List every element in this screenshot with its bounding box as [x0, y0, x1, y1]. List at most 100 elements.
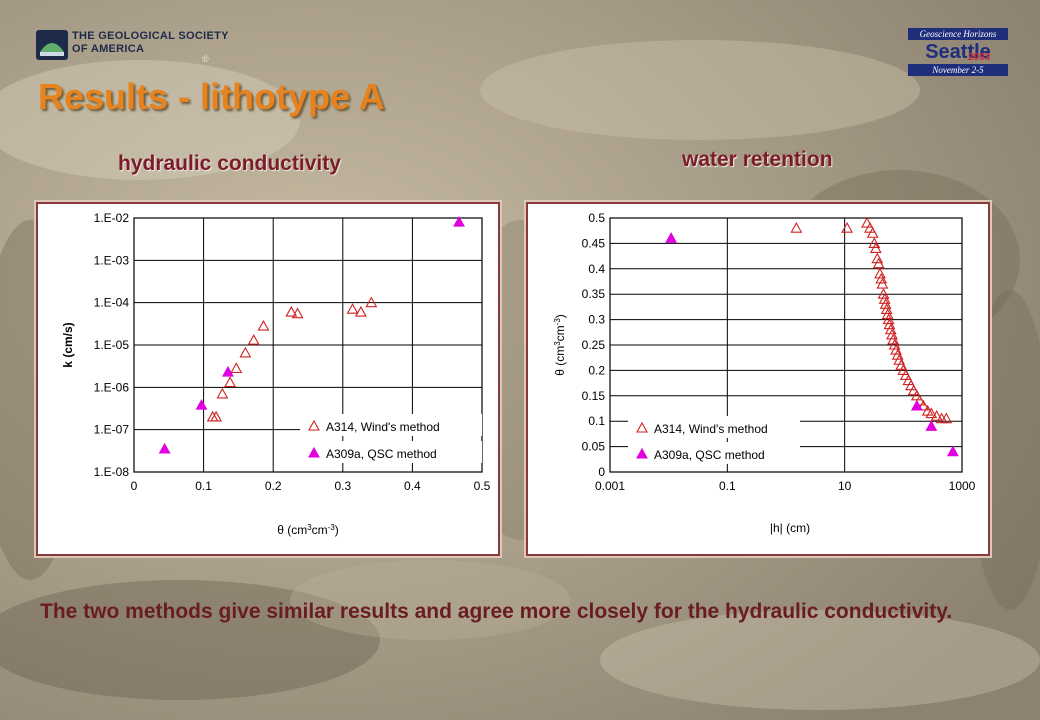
- legend-marker: [308, 446, 320, 458]
- a314-point: [913, 394, 926, 406]
- y-tick-label: 1.E-02: [94, 211, 130, 225]
- a314-point: [891, 349, 904, 360]
- a314-point: [877, 288, 890, 299]
- a314-point: [206, 410, 219, 422]
- x-tick-label: 0.001: [595, 479, 625, 493]
- a314-point: [247, 334, 260, 345]
- a309a-point: [453, 215, 465, 227]
- a314-point: [285, 305, 298, 317]
- slide-title: Results - lithotype A: [38, 76, 385, 117]
- conclusion-text: The two methods give similar results and…: [40, 600, 953, 623]
- event-dates: November 2-5: [908, 64, 1008, 76]
- x-tick-label: 1000: [949, 479, 976, 493]
- subtitle-hydraulic-conductivity: hydraulic conductivity: [118, 152, 341, 175]
- a314-point: [869, 242, 882, 254]
- y-tick-label: 0.35: [582, 287, 606, 301]
- a314-point: [216, 387, 229, 399]
- a314-point: [790, 222, 803, 233]
- legend-label: A314, Wind's method: [326, 420, 440, 434]
- legend-bg: [628, 442, 800, 464]
- subtitle-water-retention: water retention: [682, 148, 833, 171]
- legend-bg: [300, 441, 482, 463]
- a309a-point: [158, 442, 171, 454]
- a314-point: [354, 305, 367, 317]
- a314-point: [866, 227, 879, 238]
- legend-marker: [308, 419, 320, 431]
- a314-point: [888, 338, 901, 350]
- a314-point: [940, 412, 953, 424]
- a314-point: [882, 313, 895, 325]
- a314-point: [884, 323, 897, 335]
- a314-point: [346, 303, 359, 314]
- a309a-point: [222, 365, 234, 377]
- chart-panel-conductivity: 0 0.1 0.2 0.3 0.4 0.5 1.E-08 1.E-07 1.E-06 1.E-05…: [36, 202, 500, 556]
- a314-point: [875, 272, 888, 284]
- x-tick-label: 0.4: [404, 479, 421, 493]
- y-tick-label: 0.45: [582, 236, 606, 250]
- a309a-point: [946, 445, 959, 457]
- y-tick-label: 0.15: [582, 389, 606, 403]
- gsa-logo: THE GEOLOGICAL SOCIETY OF AMERICA ®: [36, 28, 229, 68]
- event-year: 2003: [968, 52, 991, 63]
- a314-point: [291, 307, 304, 319]
- a314-point: [925, 407, 938, 419]
- a314-point: [886, 328, 898, 340]
- y-tick-label: 0.2: [588, 363, 605, 377]
- a309a-point: [195, 398, 208, 410]
- a309a-point: [665, 232, 678, 243]
- a314-point: [930, 409, 943, 421]
- event-city: Seattle: [925, 41, 991, 63]
- plot-area-frame: [133, 217, 483, 473]
- a314-point: [880, 303, 893, 314]
- x-axis-title: |h| (cm): [770, 521, 810, 535]
- retention-chart: 0.001 0.1 10 1000 0 0.05 0.1 0.15 0.2 0.25 0.3 0.35…: [553, 211, 976, 535]
- registered-mark: ®: [202, 54, 209, 64]
- x-tick-label: 0.2: [265, 479, 282, 493]
- a314-point: [365, 296, 378, 308]
- a314-point: [868, 237, 881, 248]
- y-tick-label: 1.E-05: [94, 338, 130, 352]
- a314-point: [210, 410, 223, 422]
- legend-bg: [300, 414, 482, 436]
- y-tick-label: 0.1: [588, 414, 605, 428]
- a314-point: [239, 346, 252, 358]
- x-tick-label: 0.3: [334, 479, 351, 493]
- a314-point: [257, 319, 270, 331]
- a314-point: [878, 293, 891, 304]
- legend-label: A314, Wind's method: [654, 422, 768, 436]
- a314-point: [879, 298, 892, 309]
- legend-bg: [628, 416, 800, 438]
- a314-point: [841, 222, 854, 233]
- chart-panel-retention: 0.001 0.1 10 1000 0 0.05 0.1 0.15 0.2 0.25 0.3 0.35…: [526, 202, 990, 556]
- a314-point: [876, 277, 889, 289]
- y-tick-label: 0.05: [582, 440, 606, 454]
- y-tick-label: 1.E-08: [94, 465, 130, 479]
- a309a-point: [910, 399, 923, 411]
- event-badge: Geoscience Horizons Seattle 2003 Novembe…: [908, 28, 1008, 76]
- y-tick-label: 1.E-04: [94, 296, 130, 310]
- conductivity-chart: 0 0.1 0.2 0.3 0.4 0.5 1.E-08 1.E-07 1.E-06 1.E-05…: [61, 211, 491, 538]
- y-tick-label: 1.E-03: [94, 253, 130, 267]
- org-name-line1: THE GEOLOGICAL SOCIETY: [72, 30, 229, 42]
- a314-point: [861, 216, 873, 228]
- event-series: Geoscience Horizons: [908, 28, 1008, 40]
- a314-point: [907, 384, 920, 396]
- x-axis-title: θ (cm3cm-3): [277, 523, 339, 538]
- a314-point: [230, 362, 243, 373]
- x-tick-label: 0.1: [719, 479, 736, 493]
- x-tick-label: 0.5: [474, 479, 491, 493]
- x-tick-label: 10: [838, 479, 852, 493]
- plot-area-frame: [609, 217, 963, 473]
- a314-point: [887, 333, 900, 345]
- legend-marker: [636, 447, 648, 459]
- a314-point: [917, 399, 930, 411]
- y-tick-label: 0.3: [588, 313, 605, 327]
- a314-point: [883, 318, 896, 330]
- a314-point: [910, 389, 923, 401]
- y-axis-title: k (cm/s): [61, 322, 75, 367]
- a314-point: [921, 404, 934, 416]
- x-tick-label: 0: [131, 479, 138, 493]
- a314-point: [871, 252, 884, 264]
- legend-label: A309a, QSC method: [326, 447, 437, 461]
- y-tick-label: 0.25: [582, 338, 606, 352]
